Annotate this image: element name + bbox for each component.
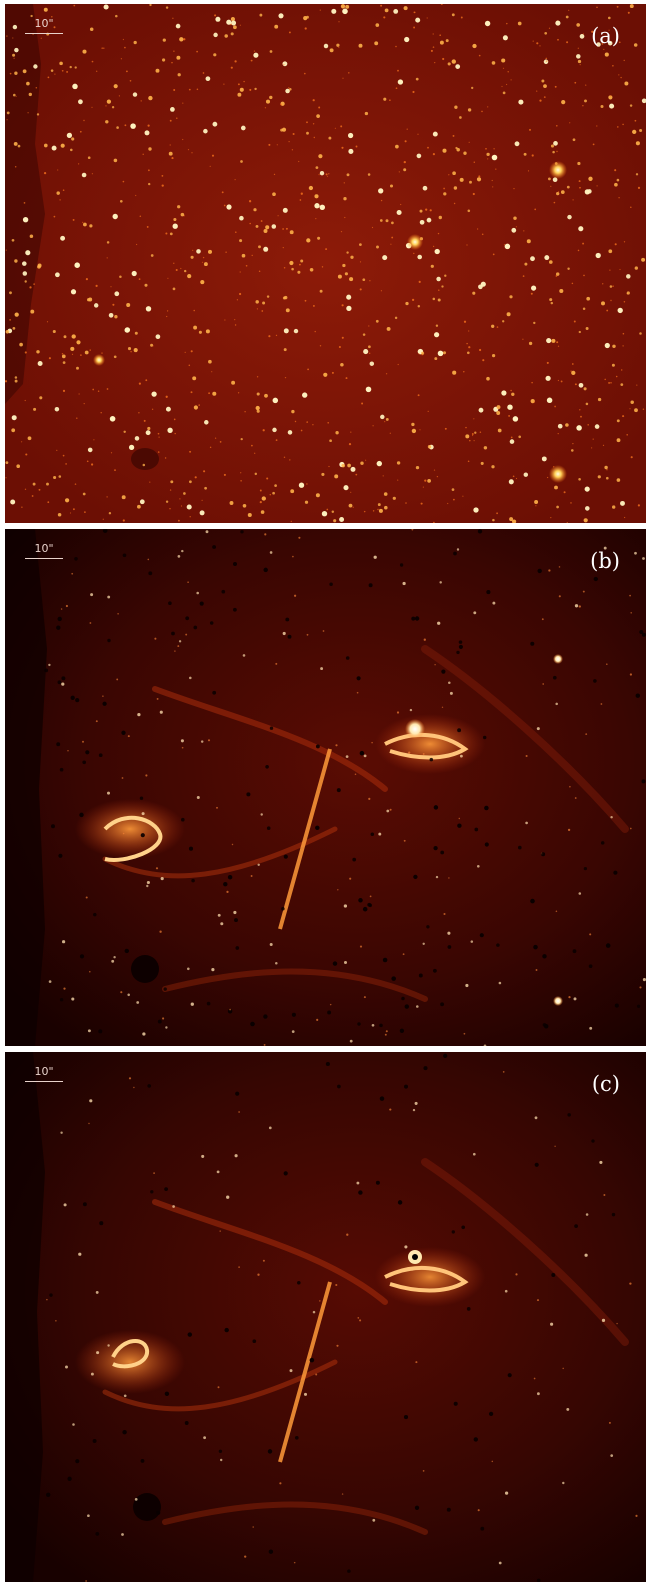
scale-bar: 10"	[25, 18, 63, 34]
scale-bar-line	[25, 558, 63, 559]
starfield-image	[5, 4, 646, 523]
scale-bar-line	[25, 33, 63, 34]
scale-bar: 10"	[25, 1066, 63, 1082]
scale-bar: 10"	[25, 543, 63, 559]
arc-left	[103, 815, 163, 862]
scale-bar-label: 10"	[34, 542, 54, 555]
scale-bar-label: 10"	[34, 1065, 54, 1078]
jet-streak	[278, 748, 332, 930]
emission-filaments	[102, 1158, 629, 1535]
bright-core	[405, 719, 425, 739]
panel-a-starfield: 10" (a)	[5, 4, 646, 523]
panel-label: (a)	[591, 24, 620, 48]
scale-bar-line	[25, 1081, 63, 1082]
panel-b-residual: 10" (b)	[5, 529, 646, 1046]
subtracted-star-core	[408, 1250, 422, 1264]
residual-speckles	[44, 529, 646, 1046]
panel-c-residual: 10" (c)	[5, 1052, 646, 1582]
panel-label: (b)	[590, 549, 620, 573]
dark-blob	[131, 955, 159, 983]
residual-image	[5, 1052, 646, 1582]
residual-stars	[553, 654, 563, 1006]
panel-label: (c)	[591, 1072, 620, 1096]
residual-speckles	[45, 1053, 638, 1582]
residual-background	[5, 529, 646, 1046]
dark-blob	[131, 448, 159, 470]
scale-bar-label: 10"	[34, 17, 54, 30]
residual-background	[5, 1052, 646, 1582]
emission-filaments	[102, 645, 629, 1002]
jet-streak	[278, 1281, 332, 1463]
dark-lane-left	[5, 4, 45, 404]
residual-image	[5, 529, 646, 1046]
star-field-dots	[5, 4, 646, 523]
dark-lane-left	[5, 1052, 45, 1582]
bright-stars	[93, 161, 567, 483]
starfield-background	[5, 4, 646, 523]
arc-right	[384, 1265, 469, 1293]
arc-left	[111, 1339, 149, 1369]
dark-lane-left	[5, 529, 47, 1046]
dark-blob	[133, 1493, 161, 1521]
